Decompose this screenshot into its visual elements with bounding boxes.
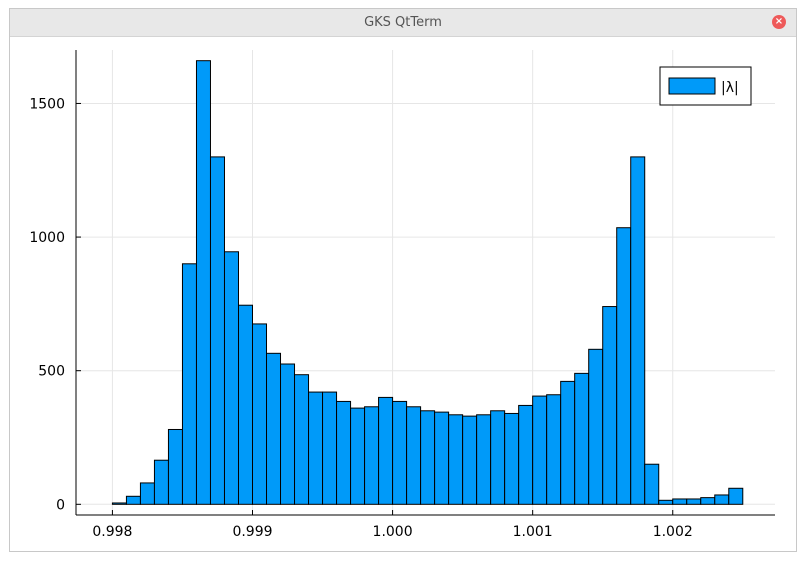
histogram-bar: [560, 380, 576, 505]
histogram-bar: [532, 395, 548, 505]
x-tick-label: 1.000: [373, 524, 413, 540]
histogram-bar: [181, 263, 197, 505]
histogram-bar: [266, 352, 282, 505]
y-tick-label: 1500: [29, 96, 65, 112]
histogram-bar: [602, 306, 618, 505]
histogram-bar: [139, 482, 155, 505]
x-tick-label: 1.002: [653, 524, 693, 540]
title-bar[interactable]: GKS QtTerm ×: [10, 9, 796, 37]
histogram-bar: [490, 410, 506, 505]
histogram-bar: [448, 414, 464, 505]
histogram-bar: [280, 363, 296, 505]
histogram-bar: [195, 60, 211, 505]
histogram-bar: [434, 411, 450, 505]
histogram-bar: [658, 499, 674, 505]
histogram-bar: [644, 463, 660, 505]
histogram-bar: [714, 494, 730, 505]
histogram-bar: [209, 156, 225, 505]
histogram-bar: [630, 156, 646, 505]
y-tick-label: 500: [38, 364, 65, 380]
histogram-bar: [223, 251, 239, 505]
histogram-bar: [518, 404, 534, 505]
histogram-bar: [153, 459, 169, 505]
histogram-bar: [700, 497, 716, 505]
histogram-bar: [462, 415, 478, 505]
histogram-bar: [322, 391, 338, 505]
histogram-bar: [167, 428, 183, 505]
histogram-bar: [392, 400, 408, 505]
histogram-bar: [588, 348, 604, 505]
x-tick-label: 0.998: [92, 524, 132, 540]
histogram-bar: [350, 407, 366, 505]
histogram-bar: [364, 406, 380, 505]
histogram-bar: [574, 372, 590, 505]
histogram-bar: [378, 396, 394, 505]
histogram-bar: [504, 412, 520, 505]
histogram-bar: [111, 502, 127, 505]
histogram-bar: [672, 498, 688, 505]
histogram-bar: [728, 487, 744, 505]
histogram-bar: [420, 410, 436, 505]
legend-swatch: [668, 77, 716, 95]
x-tick-label: 1.001: [513, 524, 553, 540]
y-tick-label: 0: [56, 497, 65, 513]
y-tick-label: 1000: [29, 230, 65, 246]
histogram-bar: [252, 323, 268, 505]
close-icon[interactable]: ×: [772, 15, 786, 29]
window-title: GKS QtTerm: [364, 15, 442, 30]
histogram-bar: [294, 374, 310, 505]
x-tick-label: 0.999: [232, 524, 272, 540]
histogram-bar: [406, 406, 422, 505]
histogram-bar: [476, 414, 492, 505]
histogram-bar: [546, 394, 562, 505]
legend-label: |λ|: [721, 80, 739, 96]
histogram-bar: [336, 400, 352, 505]
histogram-bar: [308, 391, 324, 505]
histogram-bar: [237, 304, 254, 505]
histogram-bar: [686, 498, 702, 505]
histogram-bar: [616, 227, 632, 505]
histogram-bar: [125, 495, 141, 505]
